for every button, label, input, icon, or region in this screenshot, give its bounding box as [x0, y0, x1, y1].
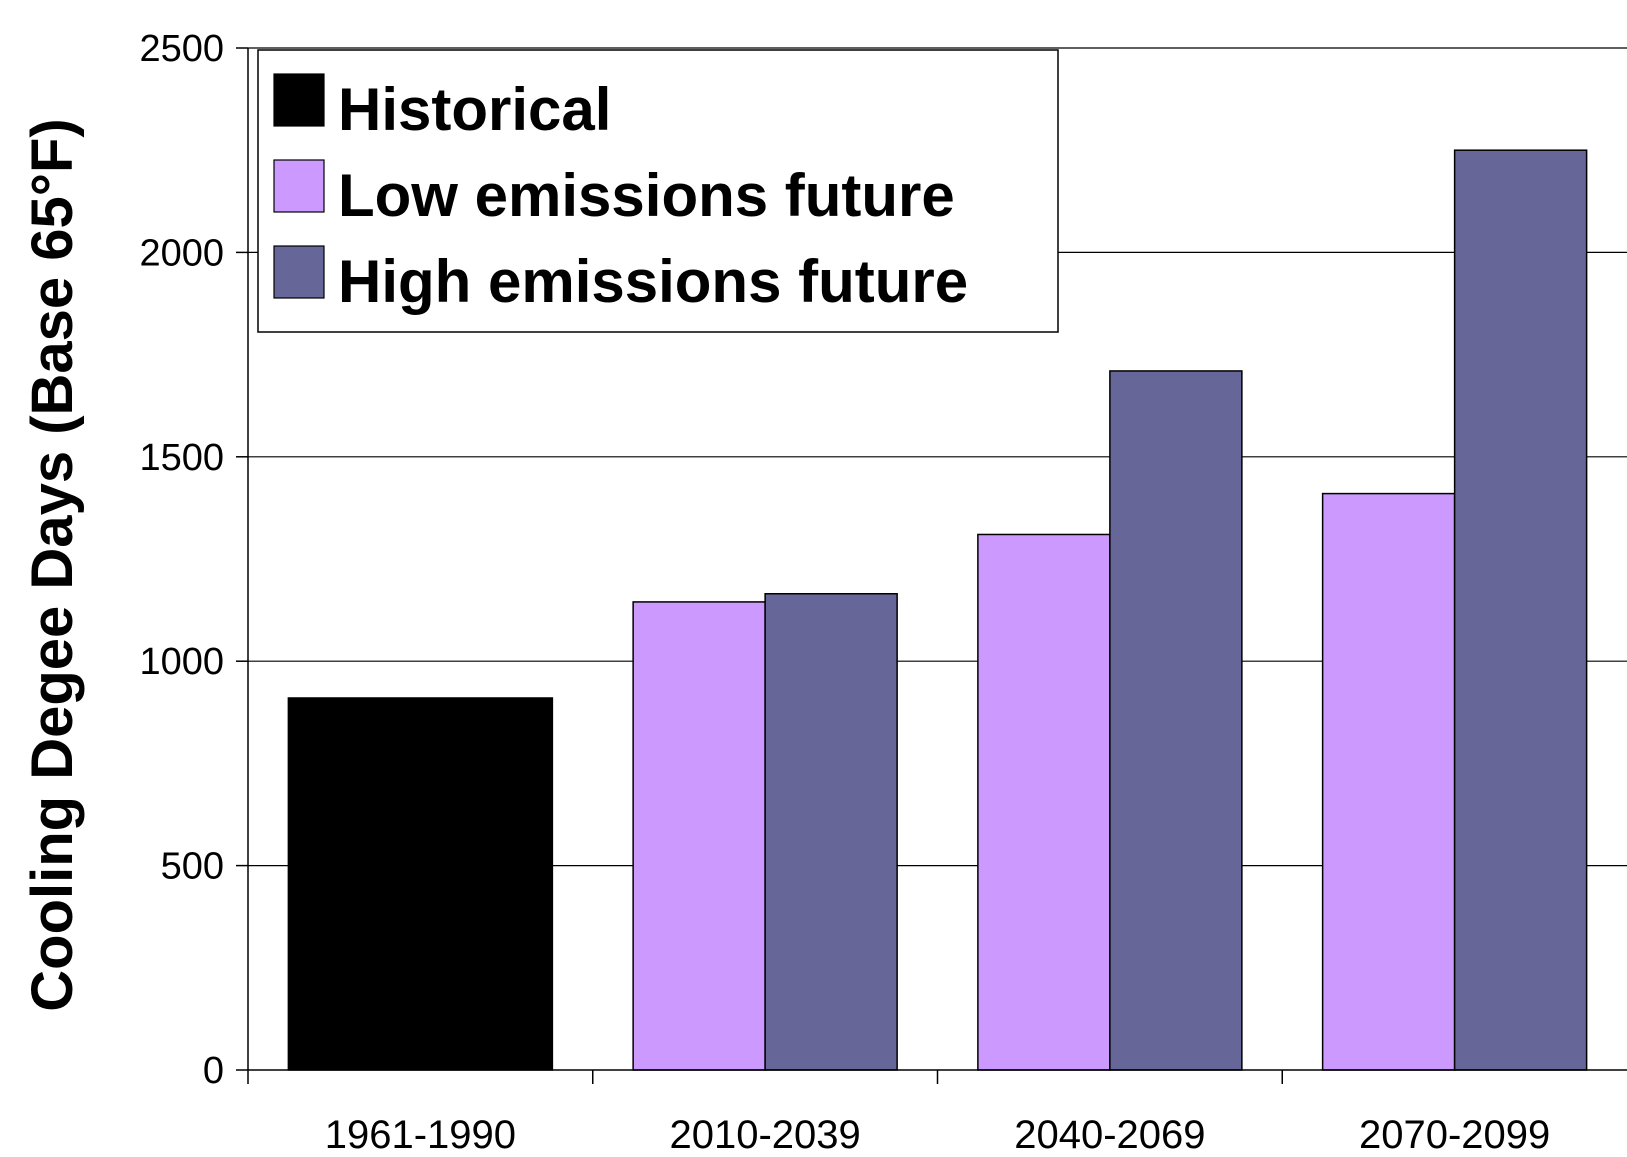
bar-low-emissions-future	[632, 601, 766, 1071]
x-tick-label: 2040-2069	[1014, 1113, 1205, 1157]
y-tick-label: 1000	[139, 641, 224, 683]
legend: Historical Low emissions future High emiss…	[257, 49, 1059, 333]
y-tick-label: 2500	[139, 28, 224, 70]
legend-swatch	[273, 73, 325, 127]
bar-high-emissions-future	[1453, 149, 1588, 1071]
bar-low-emissions-future	[1321, 492, 1456, 1071]
legend-box	[257, 49, 1059, 333]
x-tick-label: 2010-2039	[669, 1113, 860, 1157]
x-tick-labels: 1961-1990 2010-2039 2040-2069 2070-2099	[325, 1113, 1551, 1157]
bars	[287, 149, 1588, 1071]
x-tick-label: 2070-2099	[1359, 1113, 1550, 1157]
y-tick-labels: 0 500 1000 1500 2000 2500	[139, 28, 224, 1092]
legend-swatch	[273, 159, 325, 213]
bar-low-emissions-future	[977, 533, 1111, 1071]
bar-high-emissions-future	[1109, 370, 1243, 1071]
legend-label: Low emissions future	[338, 162, 955, 229]
y-axis-label: Cooling Degee Days (Base 65°F)	[20, 118, 85, 1011]
y-tick-label: 0	[203, 1050, 224, 1092]
bar-high-emissions-future	[764, 592, 898, 1071]
y-tick-label: 500	[161, 846, 224, 888]
legend-label: Historical	[338, 76, 611, 143]
x-tick-label: 1961-1990	[325, 1113, 516, 1157]
axes	[236, 47, 1627, 1084]
legend-swatch	[273, 245, 325, 299]
y-tick-label: 1500	[139, 437, 224, 479]
bar-historical	[287, 697, 554, 1071]
legend-label: High emissions future	[338, 248, 968, 315]
y-tick-label: 2000	[139, 232, 224, 274]
